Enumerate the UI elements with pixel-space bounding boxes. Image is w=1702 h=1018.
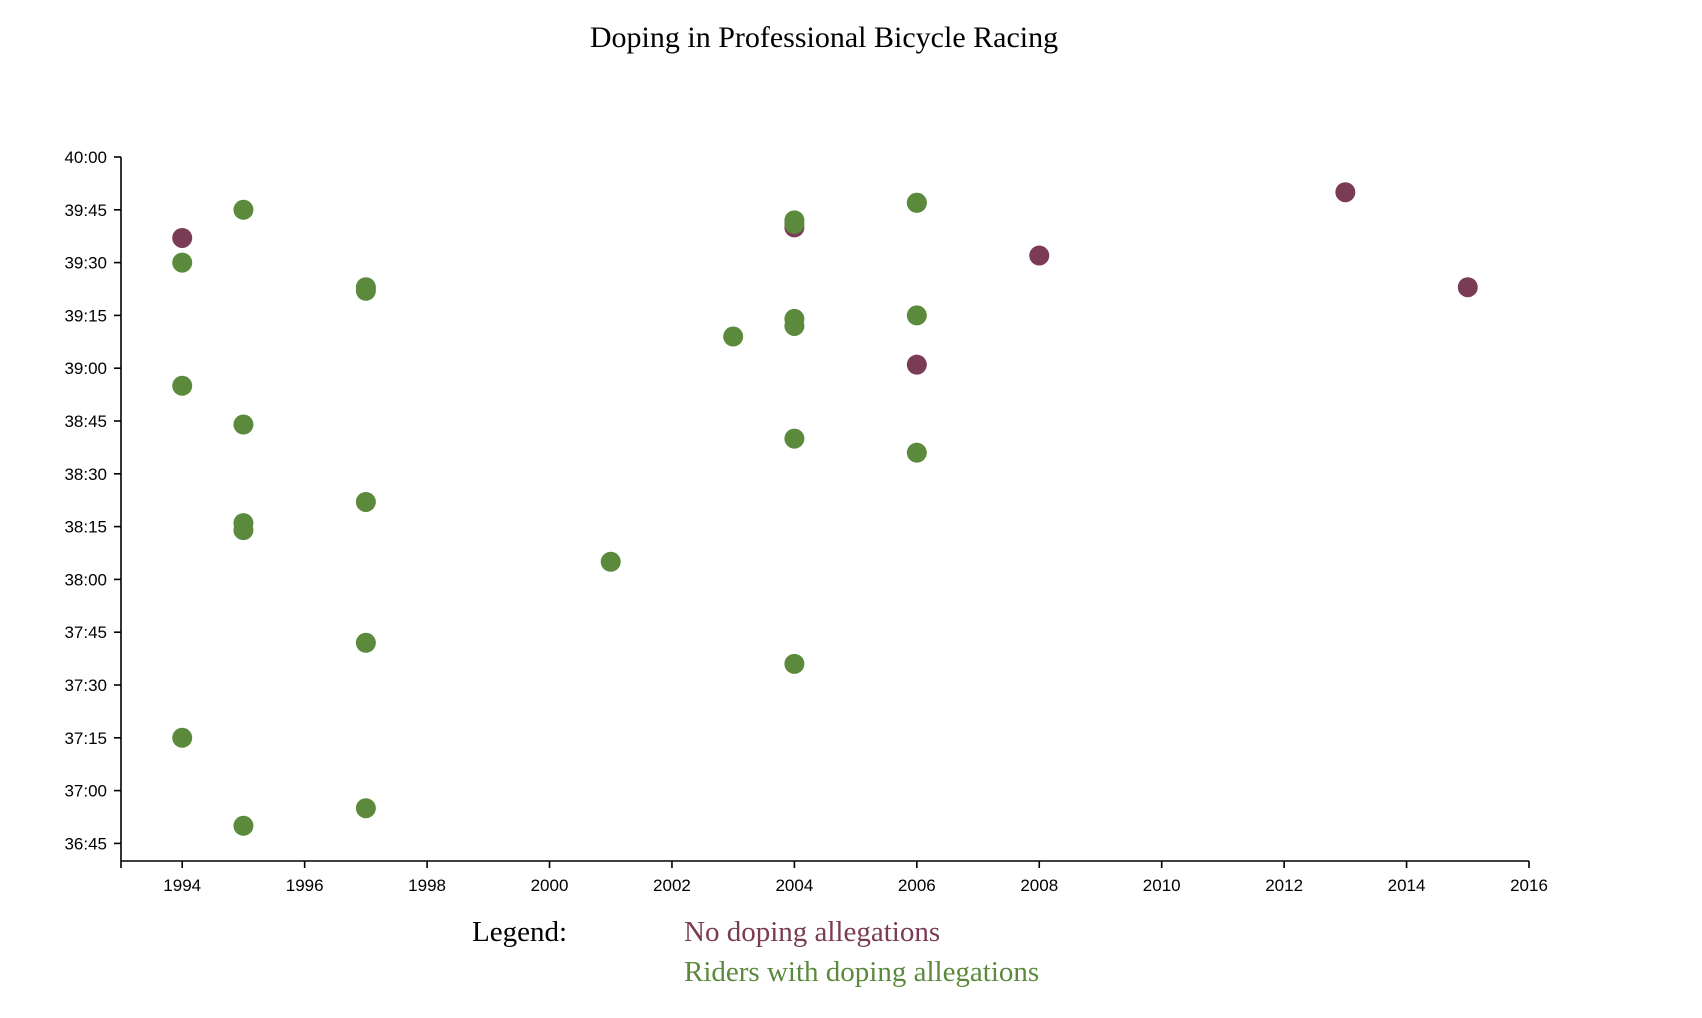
data-points [172, 182, 1478, 836]
data-point[interactable] [906, 305, 927, 326]
data-point[interactable] [723, 326, 744, 347]
data-point[interactable] [906, 354, 927, 375]
x-tick-label: 2006 [898, 876, 936, 895]
x-tick-label: 2012 [1265, 876, 1303, 895]
data-point[interactable] [233, 414, 254, 435]
x-axis: 1994 1996 1998 2000 2002 2004 2006 2008 2010 2012… [120, 860, 1548, 895]
data-point[interactable] [233, 815, 254, 836]
x-tick-label: 2016 [1510, 876, 1548, 895]
data-point[interactable] [355, 280, 376, 301]
y-tick-label: 37:45 [64, 623, 107, 642]
x-tick-label: 2002 [653, 876, 691, 895]
x-tick-label: 1998 [408, 876, 446, 895]
data-point[interactable] [1029, 245, 1050, 266]
x-tick-label: 2010 [1143, 876, 1181, 895]
y-tick-label: 38:45 [64, 412, 107, 431]
y-tick-label: 38:15 [64, 518, 107, 537]
data-point[interactable] [172, 252, 193, 273]
series-doping [172, 192, 927, 836]
legend-item-doping: Riders with doping allegations [684, 956, 1039, 988]
legend-title: Legend: [472, 916, 567, 948]
data-point[interactable] [172, 227, 193, 248]
x-tick-label: 2004 [775, 876, 813, 895]
x-tick-label: 2008 [1020, 876, 1058, 895]
y-tick-label: 39:15 [64, 306, 107, 325]
y-axis: 40:00 39:45 39:30 39:15 39:00 38:45 38:30 38:15… [64, 148, 122, 861]
y-tick-label: 36:45 [64, 834, 107, 853]
y-tick-label: 37:15 [64, 729, 107, 748]
data-point[interactable] [1335, 182, 1356, 203]
y-tick-label: 39:00 [64, 359, 107, 378]
data-point[interactable] [355, 632, 376, 653]
data-point[interactable] [355, 491, 376, 512]
data-point[interactable] [784, 315, 805, 336]
y-tick-label: 38:30 [64, 465, 107, 484]
data-point[interactable] [172, 375, 193, 396]
y-tick-label: 39:45 [64, 201, 107, 220]
data-point[interactable] [906, 442, 927, 463]
data-point[interactable] [784, 213, 805, 234]
data-point[interactable] [355, 798, 376, 819]
x-tick-label: 1994 [163, 876, 201, 895]
x-tick-label: 1996 [286, 876, 324, 895]
data-point[interactable] [600, 551, 621, 572]
y-tick-label: 40:00 [64, 148, 107, 167]
chart-title: Doping in Professional Bicycle Racing [590, 21, 1058, 54]
data-point[interactable] [906, 192, 927, 213]
y-tick-label: 38:00 [64, 570, 107, 589]
y-tick-label: 37:30 [64, 676, 107, 695]
data-point[interactable] [784, 653, 805, 674]
y-tick-label: 37:00 [64, 782, 107, 801]
data-point[interactable] [784, 428, 805, 449]
data-point[interactable] [233, 199, 254, 220]
data-point[interactable] [1457, 277, 1478, 298]
legend: Legend: No doping allegations Riders wit… [472, 916, 1039, 988]
data-point[interactable] [233, 520, 254, 541]
x-tick-label: 2014 [1388, 876, 1426, 895]
data-point[interactable] [172, 727, 193, 748]
y-tick-label: 39:30 [64, 254, 107, 273]
legend-item-no-doping: No doping allegations [684, 916, 940, 948]
x-tick-label: 2000 [531, 876, 569, 895]
